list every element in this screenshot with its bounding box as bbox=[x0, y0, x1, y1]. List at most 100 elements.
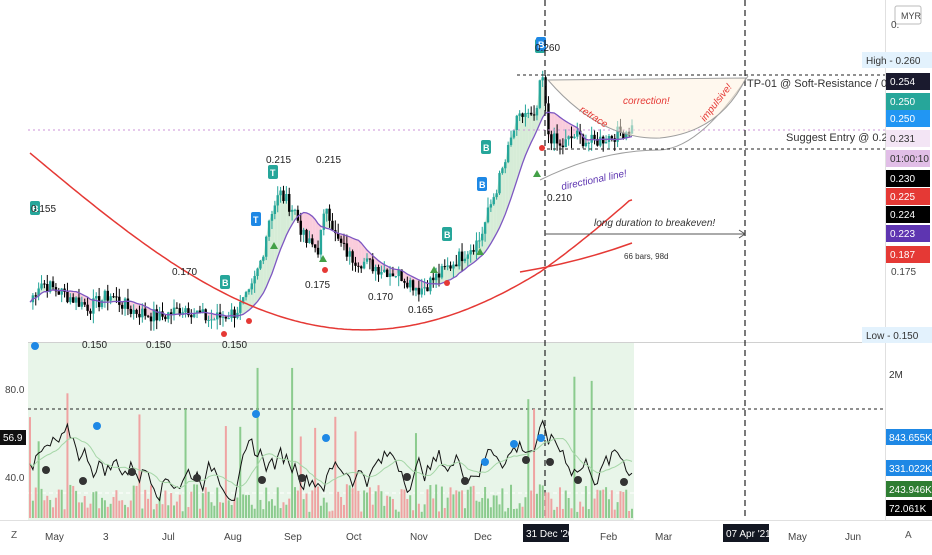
volume-bar bbox=[213, 505, 216, 518]
trend-zone bbox=[568, 122, 572, 139]
signal-box bbox=[30, 201, 40, 215]
volume-bar bbox=[386, 495, 389, 518]
trend-zone bbox=[280, 190, 284, 250]
candle-body bbox=[362, 261, 366, 269]
volume-bar bbox=[377, 485, 380, 518]
osc-badge-bg bbox=[886, 429, 932, 445]
oscillator-pane bbox=[28, 342, 885, 518]
candle-body bbox=[504, 162, 507, 169]
candle-body bbox=[455, 264, 458, 267]
price-badge-text: 0.230 bbox=[890, 174, 915, 185]
candle-body bbox=[74, 297, 78, 303]
candle-body bbox=[391, 273, 395, 277]
volume-bar bbox=[472, 485, 475, 518]
candle-body bbox=[339, 238, 343, 243]
volume-bar bbox=[216, 487, 219, 518]
volume-bar bbox=[40, 488, 43, 518]
candle-body bbox=[227, 318, 230, 320]
price-axis[interactable]: MYR 0. 0.175 High - 0.260 Low - 0.150 0.… bbox=[862, 5, 932, 343]
volume-bar bbox=[535, 493, 538, 518]
candle-body bbox=[570, 136, 573, 139]
price-badge-text: 0.250 bbox=[890, 114, 915, 125]
volume-bar bbox=[625, 489, 628, 518]
candle-body bbox=[247, 289, 251, 293]
sell-dot bbox=[221, 331, 227, 337]
volume-bar bbox=[83, 496, 86, 518]
currency-text: MYR bbox=[901, 11, 922, 21]
volume-bar bbox=[414, 433, 417, 518]
osc-badge-bg bbox=[886, 500, 932, 516]
volume-bar bbox=[109, 503, 112, 518]
volume-bar bbox=[610, 490, 613, 518]
tp-label: TP-01 @ Soft-Resistance / 0.254 bbox=[747, 78, 909, 90]
time-axis[interactable]: Z A May 3 Jul Aug Sep Oct Nov Dec Feb Mar May Jun 31… bbox=[11, 524, 912, 543]
duration-label: long duration to breakeven! bbox=[594, 218, 715, 229]
candle-body bbox=[262, 256, 265, 261]
price-label: 0.150 bbox=[82, 340, 107, 351]
oscillator-line bbox=[29, 419, 633, 502]
osc-dark-dot bbox=[258, 476, 266, 484]
volume-bar bbox=[582, 506, 585, 518]
volume-bar bbox=[518, 503, 521, 518]
candle-body bbox=[264, 236, 268, 257]
volume-bar bbox=[118, 500, 121, 518]
candle-body bbox=[103, 290, 107, 301]
volume-bar bbox=[495, 495, 498, 518]
volume-bar bbox=[351, 488, 354, 518]
volume-bar bbox=[616, 502, 619, 518]
low-label: Low - 0.150 bbox=[866, 331, 919, 342]
price-badge-text: 01:00:10 bbox=[890, 154, 929, 165]
trend-zone bbox=[271, 205, 275, 274]
time-axis-label: May bbox=[45, 532, 64, 543]
volume-bar bbox=[521, 506, 524, 518]
signal-box bbox=[536, 37, 546, 51]
volume-bar bbox=[368, 487, 371, 518]
trend-zone bbox=[90, 298, 94, 314]
volume-bar bbox=[147, 498, 150, 518]
candle-body bbox=[244, 292, 248, 298]
candle-body bbox=[587, 142, 590, 144]
time-axis-label: 3 bbox=[103, 532, 109, 543]
time-axis-label: Jun bbox=[845, 532, 861, 543]
volume-bar bbox=[322, 497, 325, 518]
price-badge-bg bbox=[886, 225, 930, 242]
candle-body bbox=[529, 112, 533, 115]
volume-bar bbox=[340, 496, 343, 518]
price-badge-bg bbox=[886, 170, 930, 187]
candle-body bbox=[158, 311, 161, 321]
trend-zone bbox=[525, 112, 529, 156]
currency-badge[interactable] bbox=[894, 5, 922, 25]
trend-zone bbox=[565, 121, 569, 140]
trend-zone bbox=[309, 214, 313, 245]
candle-body bbox=[337, 233, 340, 239]
volume-bar bbox=[86, 507, 89, 518]
trend-zone bbox=[277, 190, 281, 258]
trend-zone bbox=[81, 294, 85, 305]
time-axis-left-icon[interactable]: Z bbox=[11, 530, 17, 541]
candle-body bbox=[342, 242, 346, 244]
volume-bar bbox=[443, 507, 446, 518]
trend-zone bbox=[531, 114, 535, 143]
osc-dark-dot bbox=[620, 478, 628, 486]
candle-body bbox=[371, 259, 374, 272]
candle-body bbox=[538, 80, 542, 108]
volume-bar bbox=[276, 487, 279, 518]
candle-body bbox=[394, 276, 398, 278]
trend-zone bbox=[444, 265, 448, 283]
volume-bar bbox=[80, 502, 83, 518]
osc-dark-dot bbox=[574, 476, 582, 484]
volume-bar bbox=[233, 498, 236, 518]
volume-bar bbox=[507, 507, 510, 518]
candle-body bbox=[460, 251, 464, 262]
candle-body bbox=[573, 136, 576, 139]
candle-body bbox=[581, 134, 585, 147]
candle-body bbox=[414, 287, 418, 291]
price-axis-tick: 0.175 bbox=[891, 267, 916, 278]
candle-body bbox=[311, 238, 314, 245]
time-axis-right-icon[interactable]: A bbox=[905, 530, 912, 541]
candle-body bbox=[351, 251, 354, 263]
osc-dark-dot bbox=[193, 474, 201, 482]
candle-body bbox=[256, 268, 259, 277]
